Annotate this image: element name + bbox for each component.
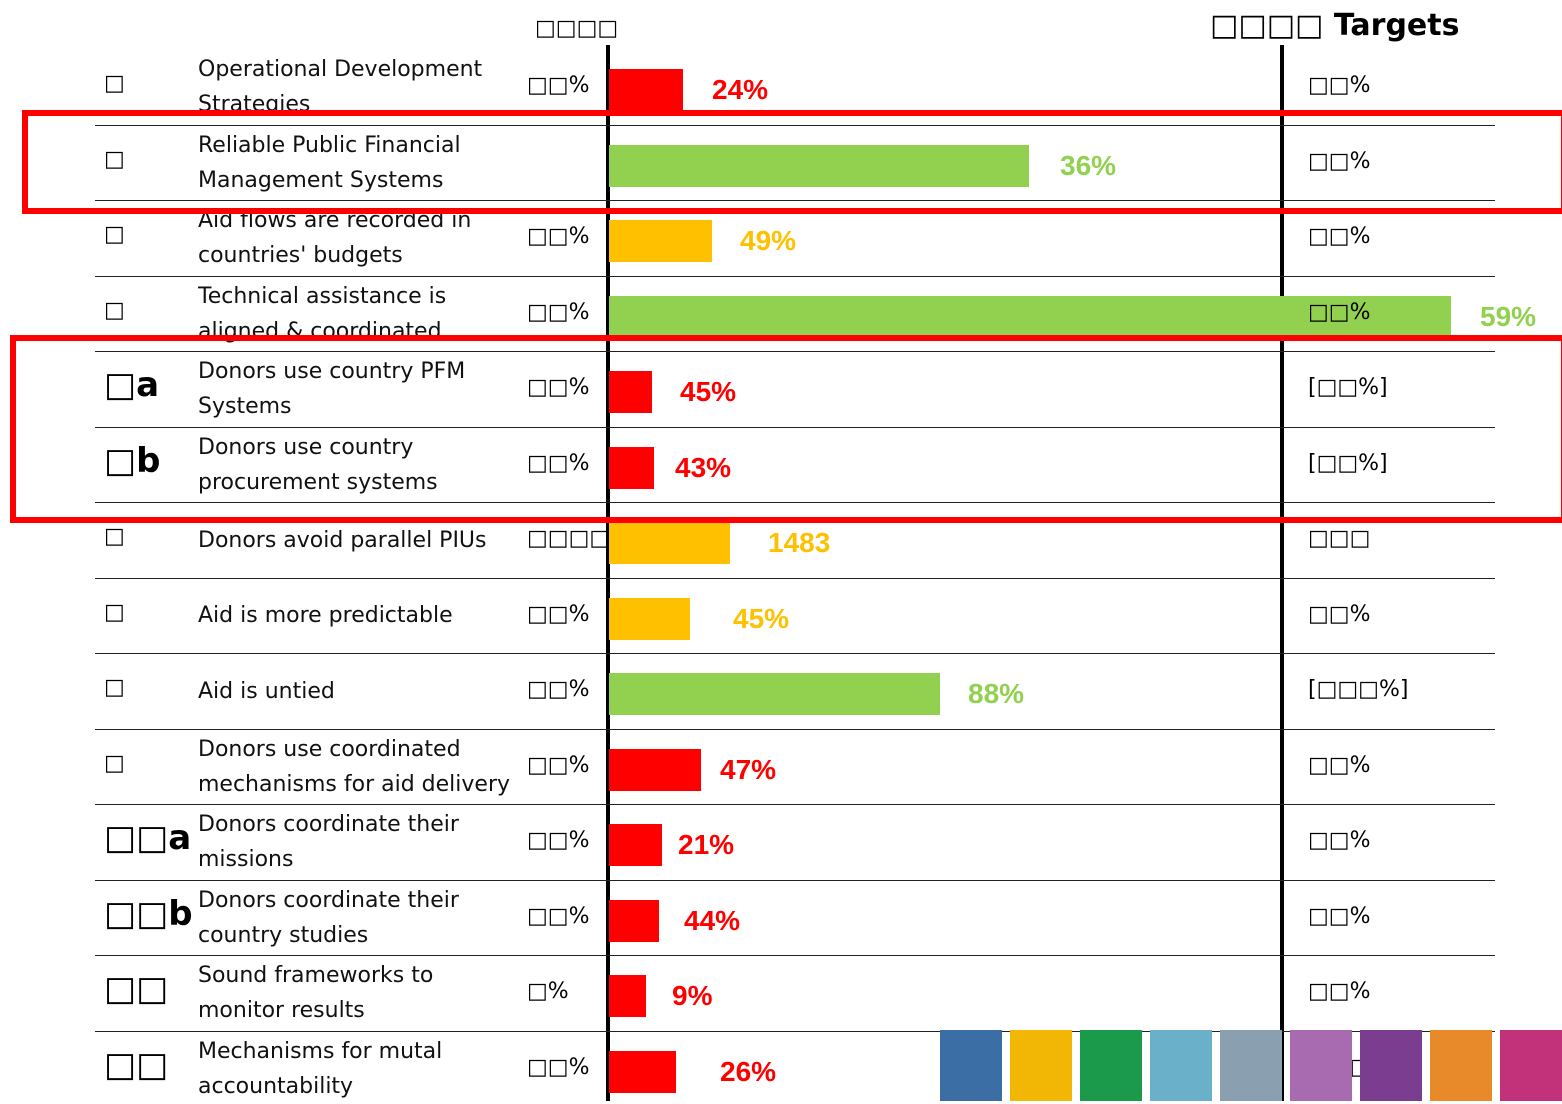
- decor: [1500, 1030, 1562, 1101]
- decor: [1080, 1030, 1142, 1101]
- target: □□%: [1308, 979, 1370, 1004]
- result-label: 26%: [720, 1056, 776, 1088]
- baseline: □%: [527, 979, 569, 1004]
- target: □□%: [1308, 224, 1370, 249]
- bar: [609, 824, 662, 866]
- row-number: □□b: [104, 894, 193, 934]
- bar: [609, 749, 701, 791]
- baseline-title: □□□□: [535, 16, 618, 41]
- bar: [609, 1051, 676, 1093]
- result-label: 59%: [1480, 301, 1536, 333]
- result-label: 24%: [712, 74, 768, 106]
- row-line: [95, 578, 1495, 579]
- bar: [609, 522, 730, 564]
- bar: [609, 975, 646, 1017]
- baseline: □□%: [527, 224, 589, 249]
- bar: [609, 220, 712, 262]
- row-number: □: [104, 600, 125, 625]
- result-label: 49%: [740, 225, 796, 257]
- baseline: □□%: [527, 1055, 589, 1080]
- baseline: □□%: [527, 300, 589, 325]
- row-number: □: [104, 222, 125, 247]
- targets-title: □□□□ Targets: [1210, 8, 1459, 43]
- target: □□□: [1308, 526, 1370, 551]
- row-line: [95, 729, 1495, 730]
- result-label: 45%: [733, 603, 789, 635]
- row-line: [95, 804, 1495, 805]
- row-label: Aid is more predictable: [198, 581, 518, 651]
- target: □□%: [1308, 602, 1370, 627]
- row-number: □: [104, 751, 125, 776]
- row-number: □: [104, 675, 125, 700]
- row-number: □: [104, 298, 125, 323]
- bar: [609, 673, 940, 715]
- page: □□□□ □□□□ Targets □Operational Developme…: [0, 0, 1562, 1101]
- decor: [940, 1030, 1002, 1101]
- highlight-box: [22, 110, 1562, 214]
- decor: [1290, 1030, 1352, 1101]
- baseline: □□%: [527, 73, 589, 98]
- target: □□%: [1308, 300, 1370, 325]
- decor: [1430, 1030, 1492, 1101]
- bar: [609, 69, 683, 111]
- target: □□%: [1308, 904, 1370, 929]
- result-label: 44%: [684, 905, 740, 937]
- result-label: 1483: [768, 527, 830, 559]
- row-number: □□: [104, 969, 168, 1009]
- row-line: [95, 880, 1495, 881]
- result-label: 47%: [720, 754, 776, 786]
- bar: [609, 598, 690, 640]
- row-label: Sound frameworks to monitor results: [198, 958, 518, 1028]
- target: [□□□%]: [1308, 677, 1408, 702]
- row-number: □□: [104, 1045, 168, 1085]
- highlight-box: [10, 335, 1562, 523]
- row-line: [95, 276, 1495, 277]
- baseline: □□%: [527, 602, 589, 627]
- result-label: 88%: [968, 678, 1024, 710]
- row-line: [95, 955, 1495, 956]
- baseline: □□%: [527, 677, 589, 702]
- baseline: □□%: [527, 753, 589, 778]
- bar: [609, 900, 659, 942]
- result-label: 9%: [672, 980, 712, 1012]
- result-label: 21%: [678, 829, 734, 861]
- target: □□%: [1308, 753, 1370, 778]
- row-label: Donors coordinate their missions: [198, 807, 518, 877]
- baseline: □□%: [527, 828, 589, 853]
- target: □□%: [1308, 73, 1370, 98]
- baseline: □□%: [527, 904, 589, 929]
- decor: [1010, 1030, 1072, 1101]
- row-label: Donors use coordinated mechanisms for ai…: [198, 732, 518, 802]
- row-number: □□a: [104, 818, 191, 858]
- target: □□%: [1308, 828, 1370, 853]
- row-line: [95, 653, 1495, 654]
- row-number: □: [104, 71, 125, 96]
- row-label: Mechanisms for mutal accountability: [198, 1034, 518, 1104]
- row-line: [95, 1031, 1495, 1032]
- row-label: Aid is untied: [198, 656, 518, 726]
- decor: [1360, 1030, 1422, 1101]
- row-label: Donors coordinate their country studies: [198, 883, 518, 953]
- row-number: □: [104, 524, 125, 549]
- decor: [1150, 1030, 1212, 1101]
- baseline: □□□□: [527, 526, 610, 551]
- decor: [1220, 1030, 1282, 1101]
